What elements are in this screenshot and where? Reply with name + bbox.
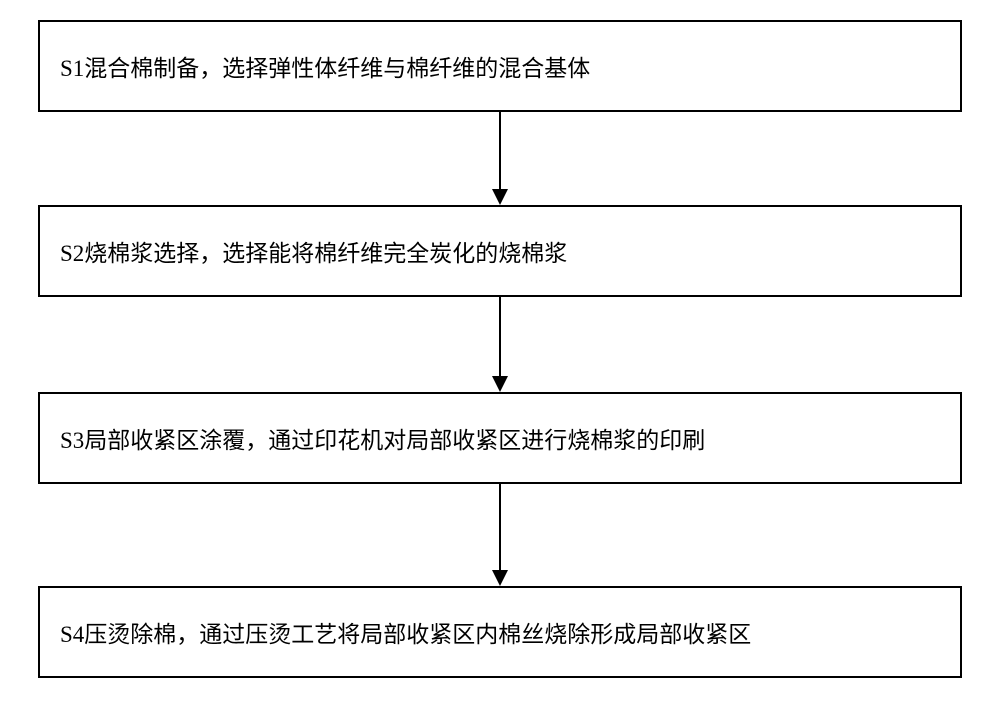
step-text-3: S3局部收紧区涂覆，通过印花机对局部收紧区进行烧棉浆的印刷 [60, 421, 705, 455]
step-box-2: S2烧棉浆选择，选择能将棉纤维完全炭化的烧棉浆 [38, 205, 962, 297]
step-text-4: S4压烫除棉，通过压烫工艺将局部收紧区内棉丝烧除形成局部收紧区 [60, 615, 751, 649]
arrow-line-1 [499, 112, 501, 189]
step-box-3: S3局部收紧区涂覆，通过印花机对局部收紧区进行烧棉浆的印刷 [38, 392, 962, 484]
arrow-head-1 [492, 189, 508, 205]
arrow-line-2 [499, 297, 501, 376]
arrow-head-2 [492, 376, 508, 392]
step-box-1: S1混合棉制备，选择弹性体纤维与棉纤维的混合基体 [38, 20, 962, 112]
arrow-line-3 [499, 484, 501, 570]
step-box-4: S4压烫除棉，通过压烫工艺将局部收紧区内棉丝烧除形成局部收紧区 [38, 586, 962, 678]
step-text-2: S2烧棉浆选择，选择能将棉纤维完全炭化的烧棉浆 [60, 234, 567, 268]
step-text-1: S1混合棉制备，选择弹性体纤维与棉纤维的混合基体 [60, 49, 590, 83]
flowchart-canvas: S1混合棉制备，选择弹性体纤维与棉纤维的混合基体 S2烧棉浆选择，选择能将棉纤维完… [0, 0, 1000, 706]
arrow-head-3 [492, 570, 508, 586]
